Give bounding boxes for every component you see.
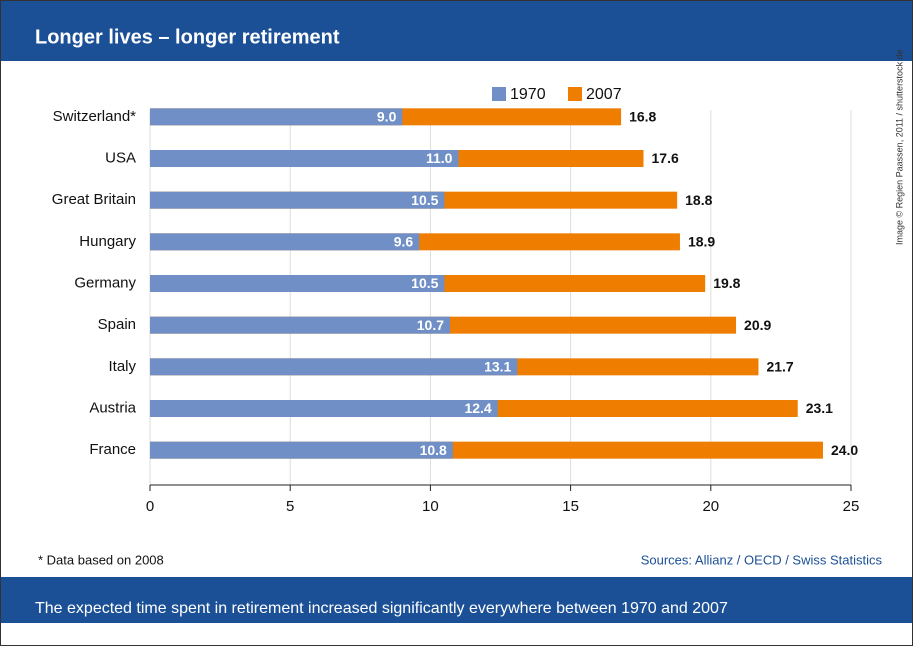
bar	[150, 316, 451, 334]
bar	[150, 233, 420, 251]
chart-title: Longer lives – longer retirement	[35, 26, 340, 48]
value-label: 17.6	[652, 150, 679, 166]
legend-label: 2007	[586, 86, 622, 103]
footnote: * Data based on 2008	[38, 552, 164, 567]
x-tick-label: 25	[843, 498, 860, 515]
x-tick-label: 10	[422, 498, 439, 515]
header	[1, 1, 912, 61]
y-tick-label: Italy	[108, 358, 136, 375]
x-tick-label: 0	[146, 498, 154, 515]
value-label: 19.8	[713, 275, 740, 291]
value-label: 16.8	[629, 109, 656, 125]
value-label: 10.7	[417, 317, 444, 333]
y-tick-label: USA	[105, 149, 136, 166]
credit: Image © Regien Paassen, 2011 / shutterst…	[894, 49, 904, 245]
bar	[150, 108, 403, 126]
bar	[150, 275, 445, 292]
legend-label: 1970	[510, 86, 546, 103]
value-label: 9.6	[394, 234, 414, 250]
value-label: 10.5	[411, 275, 438, 291]
value-label: 13.1	[484, 359, 511, 375]
value-label: 10.8	[420, 442, 447, 458]
value-label: 11.0	[426, 150, 453, 166]
y-tick-label: Austria	[89, 399, 136, 416]
legend-swatch	[492, 87, 506, 101]
bar	[150, 150, 459, 167]
y-tick-label: Hungary	[79, 233, 136, 250]
x-tick-label: 15	[562, 498, 579, 515]
y-tick-label: Switzerland*	[53, 108, 137, 125]
value-label: 10.5	[411, 192, 438, 208]
value-label: 21.7	[766, 359, 793, 375]
value-label: 12.4	[464, 400, 491, 416]
bar	[150, 191, 445, 209]
value-label: 18.9	[688, 234, 715, 250]
value-label: 18.8	[685, 192, 712, 208]
bar	[150, 400, 498, 417]
value-label: 24.0	[831, 442, 858, 458]
x-tick-label: 20	[702, 498, 719, 515]
y-tick-label: Spain	[98, 316, 136, 333]
caption: The expected time spent in retirement in…	[35, 600, 728, 617]
y-tick-label: Great Britain	[52, 191, 136, 208]
value-label: 9.0	[377, 109, 397, 125]
legend-swatch	[568, 87, 582, 101]
value-label: 23.1	[806, 400, 833, 416]
y-tick-label: France	[89, 441, 136, 458]
bar	[150, 358, 518, 376]
y-tick-label: Germany	[74, 274, 136, 291]
bar	[150, 441, 453, 459]
x-tick-label: 5	[286, 498, 294, 515]
source: Sources: Allianz / OECD / Swiss Statisti…	[641, 552, 883, 567]
footer	[1, 577, 912, 623]
value-label: 20.9	[744, 317, 771, 333]
